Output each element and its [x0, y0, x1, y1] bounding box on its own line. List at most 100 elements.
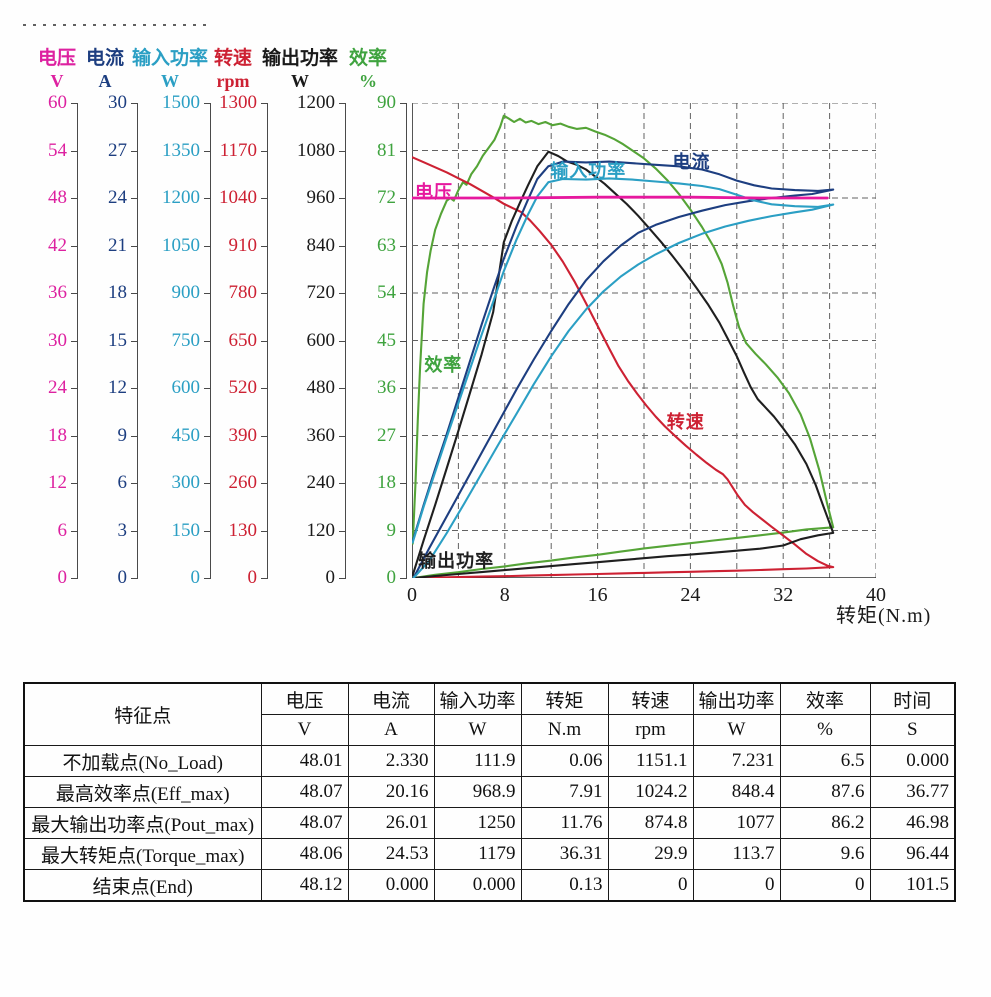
axis-title-input-power: 输入功率 [131, 48, 209, 69]
axis-tick-output-power [339, 530, 345, 532]
axis-tick-input-power [204, 245, 210, 247]
axis-tick-label-input-power: 1500 [162, 92, 200, 113]
row-value: 0 [692, 869, 781, 902]
table-unit-header: W [433, 714, 522, 746]
axis-tick-input-power [204, 435, 210, 437]
axis-tick-label-efficiency: 90 [377, 92, 396, 113]
axis-title-current: 电流 [85, 48, 125, 69]
axis-tick-label-input-power: 1050 [162, 234, 200, 256]
axis-tick-output-power [339, 483, 345, 484]
x-tick-label: 24 [680, 584, 701, 606]
axis-tick-current [131, 530, 137, 532]
axis-tick-label-output-power: 1200 [297, 92, 335, 113]
axis-tick-voltage [71, 340, 77, 342]
axis-tick-speed [261, 388, 267, 389]
axis-tick-current [131, 198, 137, 199]
curve-output-power [411, 150, 835, 580]
axis-tick-label-speed: 650 [228, 329, 258, 351]
axis-tick-label-current: 15 [108, 329, 127, 351]
axis-tick-label-speed: 260 [228, 472, 258, 493]
axis-tick-voltage [71, 435, 77, 437]
row-label: 最大输出功率点(Pout_max) [23, 807, 262, 839]
axis-tick-label-input-power: 150 [171, 519, 201, 541]
axis-tick-current [131, 245, 137, 247]
characteristic-points-table: 特征点 电压 电流 输入功率 转矩 转速 输出功率 效率 时间 V A W N.m rpm W% S 不加载点(… [23, 682, 957, 902]
table-row: 最高效率点(Eff_max) 48.07 20.16 968.9 7.91 1024.2 8… [23, 776, 956, 808]
axis-tick-label-voltage: 30 [48, 329, 67, 351]
axis-tick-label-current: 30 [108, 92, 127, 113]
axis-tick-output-power [339, 388, 345, 389]
axis-tick-voltage [71, 578, 77, 579]
axis-tick-label-speed: 390 [228, 424, 258, 446]
axis-tick-label-speed: 130 [228, 519, 258, 541]
axis-tick-voltage [71, 530, 77, 532]
axis-tick-label-voltage: 24 [48, 377, 67, 398]
axis-tick-efficiency [400, 530, 406, 532]
row-value: 48.07 [260, 807, 349, 839]
table-col-header: 输入功率 [433, 682, 522, 715]
axis-tick-label-speed: 910 [228, 234, 258, 256]
axis-tick-label-voltage: 60 [48, 92, 67, 113]
row-value: 848.4 [692, 776, 781, 808]
axis-tick-voltage [71, 245, 77, 247]
axis-tick-current [131, 388, 137, 389]
axis-tick-current [131, 293, 137, 294]
table-col-header: 电流 [347, 682, 435, 715]
axis-tick-label-input-power: 600 [171, 377, 201, 398]
x-tick-label: 32 [773, 584, 794, 606]
axis-tick-efficiency [400, 293, 406, 294]
axis-tick-speed [261, 530, 267, 532]
axis-tick-output-power [339, 293, 345, 294]
axis-tick-label-voltage: 54 [48, 139, 67, 161]
row-value: 1151.1 [607, 745, 694, 777]
row-value: 48.07 [260, 776, 349, 808]
row-value: 0.13 [520, 869, 609, 902]
axis-tick-label-current: 27 [108, 139, 127, 161]
axis-tick-label-efficiency: 27 [377, 424, 396, 446]
axis-tick-label-current: 3 [117, 519, 128, 541]
axis-tick-label-speed: 520 [228, 377, 258, 398]
axis-tick-label-current: 24 [108, 187, 127, 208]
axis-tick-label-efficiency: 54 [377, 282, 396, 303]
table-unit-header: W [692, 714, 781, 746]
torque-chart-plot-area [410, 102, 877, 580]
chart-svg [410, 102, 877, 580]
row-value: 29.9 [607, 838, 694, 870]
axis-unit-current: A [98, 71, 112, 91]
axis-title-output-power: 输出功率 [261, 48, 339, 69]
axis-tick-label-output-power: 840 [306, 234, 336, 256]
axis-line-speed [267, 103, 268, 579]
row-label: 结束点(End) [23, 869, 262, 902]
row-value: 874.8 [607, 807, 694, 839]
axis-tick-label-current: 0 [117, 567, 128, 588]
axis-tick-voltage [71, 388, 77, 389]
row-value: 48.01 [260, 745, 349, 777]
table-unit-header: V [260, 714, 349, 746]
axis-line-current [137, 103, 138, 579]
axis-tick-label-speed: 1040 [219, 187, 257, 208]
axis-unit-input-power: W [161, 71, 179, 91]
axis-tick-label-output-power: 600 [306, 329, 336, 351]
axis-tick-label-input-power: 0 [190, 567, 201, 588]
axis-tick-label-output-power: 720 [306, 282, 336, 303]
axis-tick-current [131, 578, 137, 579]
row-value: 86.2 [779, 807, 871, 839]
axis-line-output-power [345, 103, 346, 579]
axis-tick-output-power [339, 103, 345, 104]
axis-tick-efficiency [400, 435, 406, 437]
axis-tick-speed [261, 103, 267, 104]
axis-tick-label-current: 6 [117, 472, 128, 493]
axis-tick-speed [261, 483, 267, 484]
axis-tick-current [131, 435, 137, 437]
row-value: 24.53 [347, 838, 435, 870]
axis-tick-current [131, 150, 137, 152]
axis-tick-output-power [339, 245, 345, 247]
row-value: 36.77 [869, 776, 956, 808]
row-value: 1077 [692, 807, 781, 839]
axis-tick-label-output-power: 0 [325, 567, 336, 588]
axis-tick-label-output-power: 240 [306, 472, 336, 493]
axis-tick-output-power [339, 150, 345, 152]
table-row: 结束点(End) 48.12 0.000 0.000 0.13 0 0 0 101.5 [23, 869, 956, 902]
axis-unit-voltage: V [50, 71, 64, 91]
row-value: 46.98 [869, 807, 956, 839]
